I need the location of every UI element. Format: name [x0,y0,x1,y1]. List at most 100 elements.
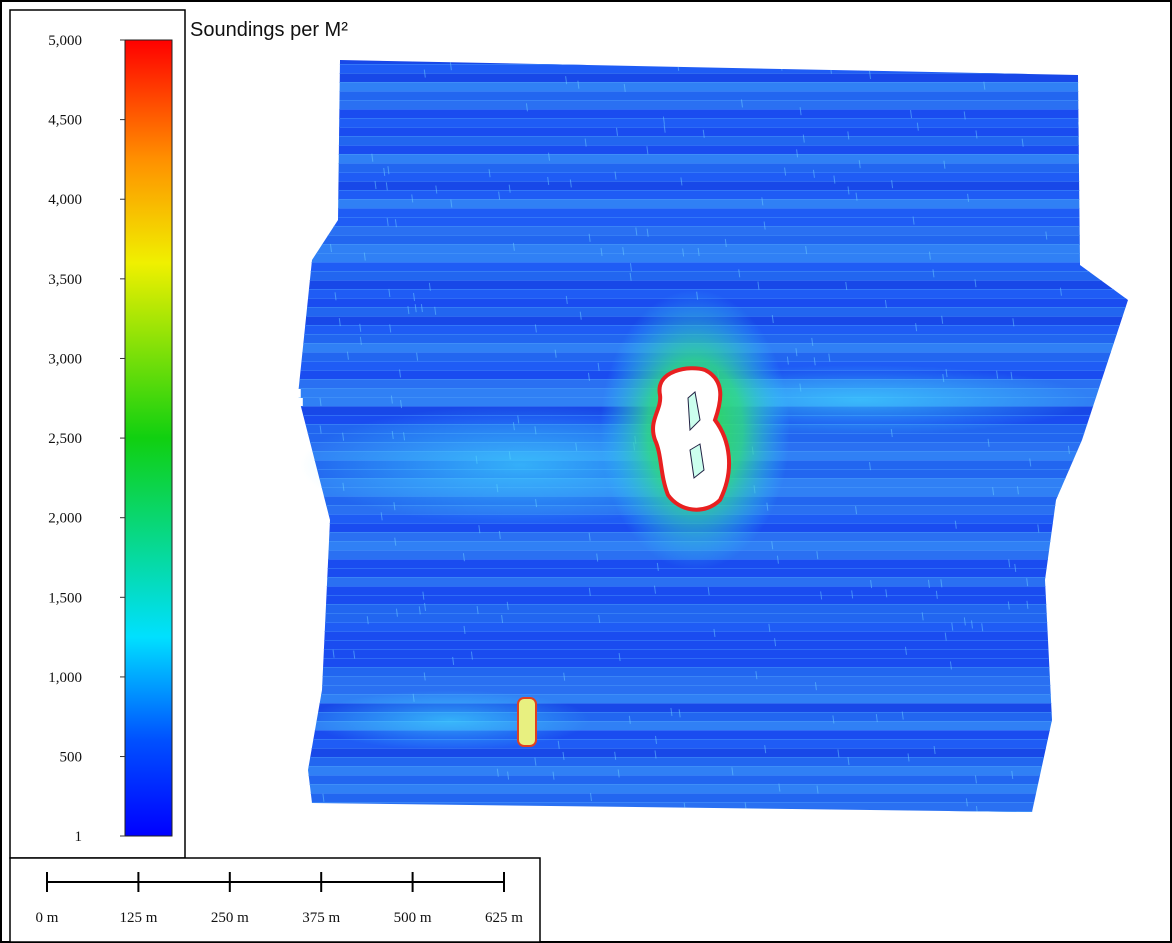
ping-streak [322,793,325,802]
ping-streak [1083,63,1086,72]
ping-streak [596,553,599,562]
ping-streak [1068,715,1071,724]
ping-streak [740,99,743,108]
ping-streak [904,646,907,655]
ping-streak [763,221,766,230]
ping-streak [380,512,383,521]
ping-streak [965,798,968,807]
ping-streak [1011,770,1014,780]
ping-streak [707,587,710,596]
swath [298,577,1128,587]
ping-streak [422,591,425,600]
swath [298,253,1128,263]
ping-streak [508,184,511,193]
ping-streak [579,311,582,320]
color-bar [124,39,173,837]
ping-streak [910,109,913,119]
swath [298,721,1128,731]
ping-streak [663,124,666,133]
ping-streak [1081,797,1084,806]
scale-label: 625 m [485,910,523,926]
swath [300,586,1128,596]
ping-streak [386,217,389,226]
ping-streak [944,632,947,641]
ping-streak [622,247,625,256]
ping-streak [385,182,388,191]
ping-streak [837,749,840,758]
ping-streak [916,122,919,131]
ping-streak [563,672,566,681]
ping-streak [875,713,878,723]
ping-streak [434,306,437,315]
ping-streak [974,279,977,288]
ping-streak [478,525,481,534]
swath [298,604,1128,614]
ping-streak [949,661,952,670]
ping-streak [395,608,398,617]
scale-label: 125 m [119,910,157,926]
ping-streak [702,129,705,138]
ping-streak [449,62,452,71]
ping-streak [614,751,617,760]
swath [298,262,1128,272]
swath [298,226,1128,236]
ping-streak [795,348,798,357]
ping-streak [731,767,734,776]
ping-streak [885,589,888,598]
ping-streak [435,185,438,194]
ping-streak [891,180,894,189]
ping-streak [921,612,924,621]
ping-streak [813,357,816,366]
swath [298,631,1128,641]
ping-streak [655,735,658,744]
ping-streak [338,318,341,327]
ping-streak [983,81,986,90]
swath [298,757,1128,767]
ping-streak [1014,563,1017,573]
ping-streak [600,247,603,257]
ping-streak [1074,730,1077,739]
ping-streak [501,614,504,624]
ping-streak [463,625,466,634]
ping-streak [855,192,858,201]
ping-streak [954,520,957,529]
ping-streak [332,649,335,658]
ping-streak [963,617,966,626]
ping-streak [970,620,973,629]
swath [298,127,1128,137]
swath [298,667,1128,677]
ping-streak [506,601,509,610]
ping-streak [1072,658,1075,668]
ping-streak [334,292,337,301]
swath [302,802,1128,812]
ping-streak [387,166,390,175]
ping-streak [1045,231,1048,240]
swath [298,649,1128,659]
ping-streak [927,579,930,588]
ping-streak [653,585,656,594]
ping-streak [981,623,984,632]
ping-streak [450,199,453,208]
ping-streak [912,216,915,225]
legend-tick-label: 2,500 [48,431,82,447]
ping-streak [512,242,515,251]
ping-streak [1069,516,1072,525]
ping-streak [1026,600,1029,609]
ping-streak [534,757,537,766]
swath [298,712,1128,722]
ping-streak [870,580,873,589]
ping-streak [476,605,479,615]
ping-streak [811,337,814,347]
swath [298,199,1128,209]
ping-streak [629,263,632,272]
hotspot [517,697,537,747]
ping-streak [1026,578,1029,587]
swath [298,100,1128,110]
ping-streak [565,295,568,305]
swath [298,703,1128,713]
ping-streak [646,228,649,237]
ping-streak [584,138,587,147]
ping-streak [562,751,565,760]
swath [298,145,1128,155]
swath [298,181,1128,191]
